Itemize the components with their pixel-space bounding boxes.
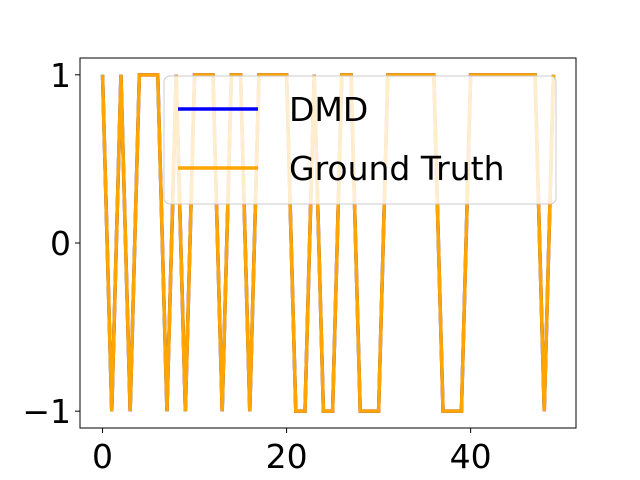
legend-label: Ground Truth bbox=[289, 149, 505, 188]
legend: DMD Ground Truth bbox=[163, 75, 557, 205]
legend-label: DMD bbox=[289, 90, 368, 129]
y-tick-label: −1 bbox=[22, 392, 71, 431]
x-tick-label: 0 bbox=[92, 437, 113, 476]
x-tick-label: 20 bbox=[266, 437, 308, 476]
legend-box bbox=[163, 75, 557, 205]
x-tick-label: 40 bbox=[450, 437, 492, 476]
y-tick-label: 1 bbox=[50, 56, 71, 95]
axes: 0 20 40 1 0 −1 bbox=[22, 56, 577, 476]
y-tick-label: 0 bbox=[50, 224, 71, 263]
